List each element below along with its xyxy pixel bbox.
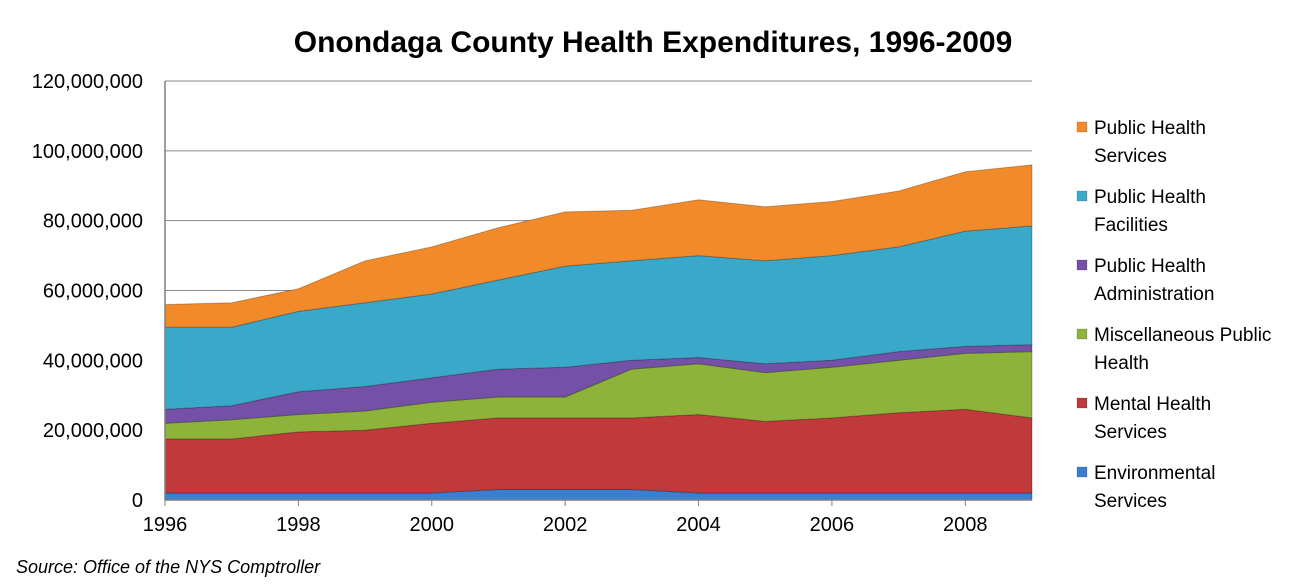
- legend-label: Environmental: [1094, 463, 1215, 484]
- legend-swatch: [1076, 259, 1088, 271]
- x-tick-label: 2000: [410, 514, 455, 536]
- legend-label: Public Health: [1094, 256, 1206, 277]
- legend-swatch: [1076, 397, 1088, 409]
- source-note: Source: Office of the NYS Comptroller: [16, 557, 321, 577]
- y-tick-label: 80,000,000: [43, 211, 143, 233]
- y-tick-label: 0: [132, 490, 143, 512]
- y-tick-label: 20,000,000: [43, 420, 143, 442]
- x-tick-label: 2002: [543, 514, 588, 536]
- x-tick-label: 2004: [676, 514, 721, 536]
- legend-label: Public Health: [1094, 187, 1206, 208]
- x-tick-label: 2006: [810, 514, 855, 536]
- legend-label: Services: [1094, 422, 1167, 443]
- legend-label: Services: [1094, 491, 1167, 512]
- y-tick-label: 100,000,000: [32, 141, 143, 163]
- legend-item: Environmental Services: [1076, 463, 1215, 512]
- y-tick-label: 120,000,000: [32, 71, 143, 93]
- chart-title: Onondaga County Health Expenditures, 199…: [294, 26, 1013, 59]
- axes: [164, 81, 1032, 501]
- y-tick-label: 40,000,000: [43, 350, 143, 372]
- series-areas: [164, 164, 1033, 501]
- legend-label: Mental Health: [1094, 394, 1211, 415]
- y-axis-tick-labels: 0 20,000,000 40,000,000 60,000,000 80,000,00…: [32, 71, 143, 512]
- legend-item: Miscellaneous Public Health: [1076, 325, 1271, 374]
- legend-label: Facilities: [1094, 215, 1168, 236]
- legend-item: Public Health Administration: [1076, 256, 1214, 305]
- x-tick-label: 1998: [276, 514, 321, 536]
- x-axis-tick-labels: 1996 1998 2000 2002 2004 2006 2008: [143, 500, 988, 536]
- legend-item: Public Health Services: [1076, 118, 1206, 167]
- y-tick-label: 60,000,000: [43, 281, 143, 303]
- x-tick-label: 2008: [943, 514, 988, 536]
- legend-swatch: [1076, 466, 1088, 478]
- legend-label: Administration: [1094, 284, 1214, 305]
- legend-label: Miscellaneous Public: [1094, 325, 1271, 346]
- legend: Public Health Services Public Health Facili…: [1076, 118, 1271, 512]
- legend-label: Services: [1094, 146, 1167, 167]
- x-tick-label: 1996: [143, 514, 188, 536]
- area-public-health-services: [164, 164, 1033, 328]
- legend-item: Mental Health Services: [1076, 394, 1211, 443]
- legend-swatch: [1076, 328, 1088, 340]
- legend-label: Health: [1094, 353, 1149, 374]
- legend-item: Public Health Facilities: [1076, 187, 1206, 236]
- legend-swatch: [1076, 121, 1088, 133]
- legend-swatch: [1076, 190, 1088, 202]
- legend-label: Public Health: [1094, 118, 1206, 139]
